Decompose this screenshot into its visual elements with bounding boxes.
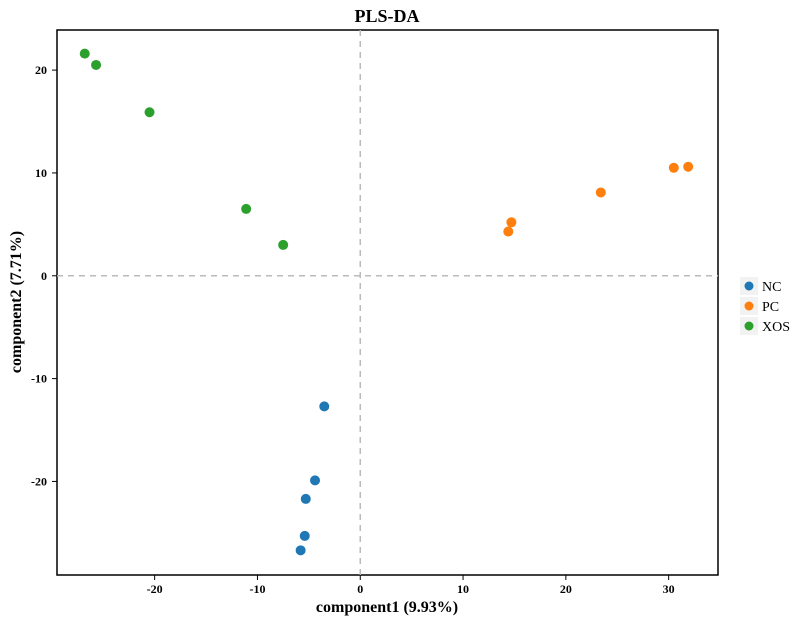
y-tick-label: 10 xyxy=(35,166,47,180)
point-nc xyxy=(319,401,330,412)
legend-label-xos: XOS xyxy=(762,320,790,335)
chart-title: PLS-DA xyxy=(354,6,419,26)
legend-marker-xos xyxy=(744,321,754,331)
legend-marker-pc xyxy=(744,301,754,311)
y-tick-label: -10 xyxy=(31,372,47,386)
point-nc xyxy=(299,530,310,541)
point-pc xyxy=(503,226,514,237)
x-axis-label: component1 (9.93%) xyxy=(316,599,458,616)
point-nc xyxy=(295,545,306,556)
point-nc xyxy=(300,493,311,504)
point-nc xyxy=(310,475,321,486)
x-tick-label: 0 xyxy=(357,582,363,596)
y-axis-label: component2 (7.71%) xyxy=(8,231,25,373)
point-xos xyxy=(91,59,102,70)
legend-label-pc: PC xyxy=(762,300,779,315)
point-xos xyxy=(144,107,155,118)
plot-frame xyxy=(56,29,719,576)
point-pc xyxy=(595,187,606,198)
point-xos xyxy=(278,239,289,250)
point-pc xyxy=(668,162,679,173)
y-tick-label: 20 xyxy=(35,63,47,77)
point-xos xyxy=(241,203,252,214)
legend-label-nc: NC xyxy=(762,280,781,295)
y-tick-label: -20 xyxy=(31,474,47,488)
x-tick-label: -20 xyxy=(147,582,163,596)
point-pc xyxy=(683,161,694,172)
y-tick-label: 0 xyxy=(41,269,47,283)
x-tick-label: -10 xyxy=(249,582,265,596)
point-xos xyxy=(79,48,90,59)
x-tick-label: 20 xyxy=(560,582,572,596)
x-tick-label: 30 xyxy=(663,582,675,596)
legend-marker-nc xyxy=(744,281,754,291)
x-tick-label: 10 xyxy=(457,582,469,596)
point-pc xyxy=(506,217,517,228)
legend: NC PC XOS xyxy=(740,277,790,335)
